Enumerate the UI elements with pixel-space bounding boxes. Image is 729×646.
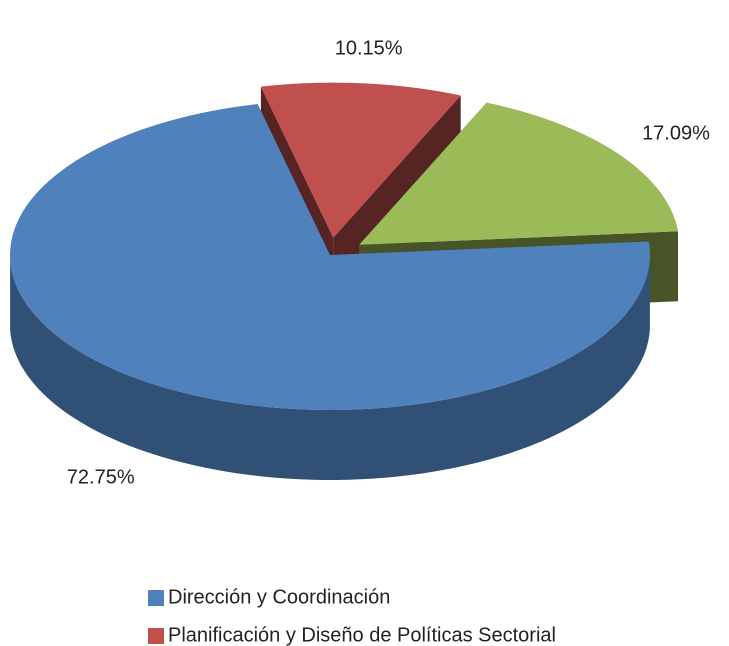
- legend-label: Dirección y Coordinación: [168, 586, 390, 608]
- pie-slice: [10, 104, 650, 410]
- pie-slice: [260, 82, 461, 238]
- pie-slice: [359, 102, 678, 245]
- legend-swatch: [148, 590, 164, 606]
- legend-swatch: [148, 628, 164, 644]
- slice-side: [10, 259, 650, 480]
- data-label: 10.15%: [335, 38, 403, 60]
- data-label: 17.09%: [642, 123, 710, 145]
- legend-label: Planificación y Diseño de Políticas Sect…: [168, 624, 556, 646]
- data-label: 72.75%: [67, 466, 135, 488]
